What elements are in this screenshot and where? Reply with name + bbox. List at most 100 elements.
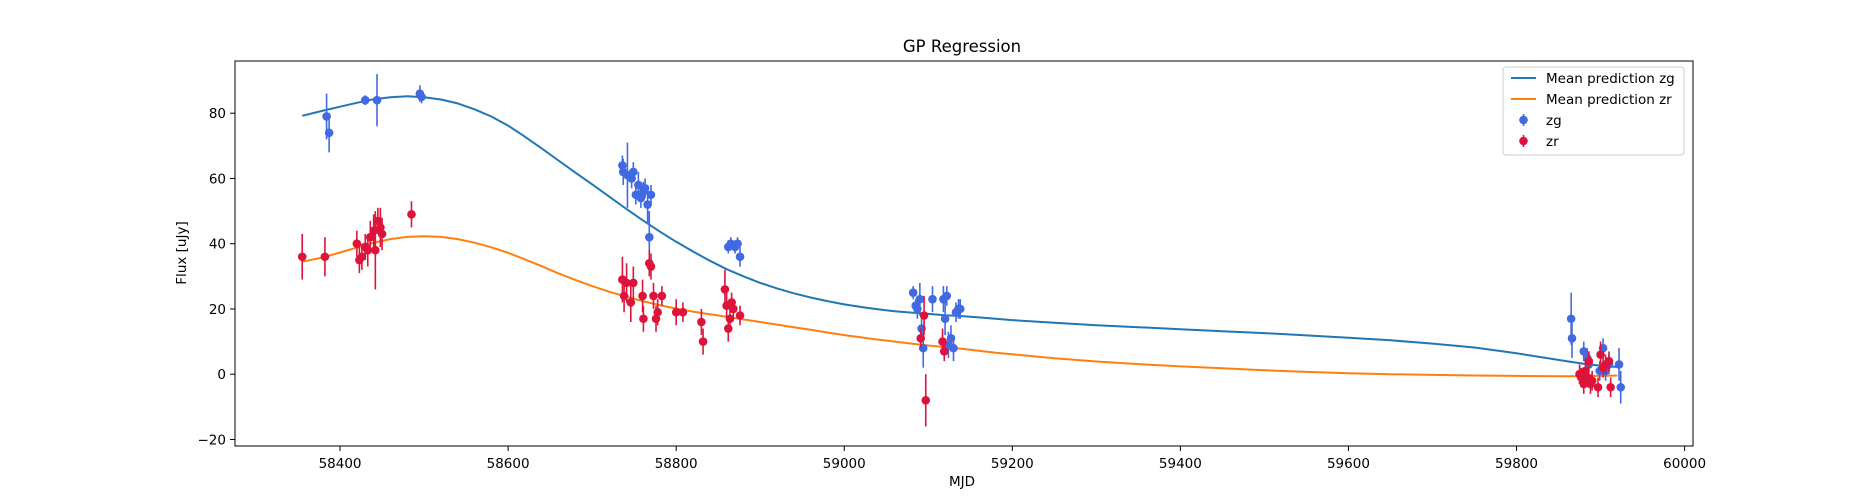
data-point-zr	[671, 299, 681, 326]
data-point-zg	[915, 282, 925, 316]
y-tick-label: 40	[209, 237, 226, 253]
marker	[646, 262, 656, 271]
data-point-zr	[320, 237, 330, 277]
marker	[919, 311, 929, 320]
data-point-zr	[657, 286, 667, 306]
marker	[1614, 360, 1624, 369]
marker	[1616, 382, 1626, 392]
marker	[1606, 382, 1615, 392]
data-point-zr	[377, 217, 387, 251]
data-point-zr	[638, 279, 647, 313]
marker	[1566, 314, 1576, 324]
marker	[1579, 379, 1589, 389]
data-point-zr	[939, 341, 949, 362]
marker	[324, 128, 334, 138]
legend-frame	[1502, 66, 1685, 156]
marker	[371, 245, 380, 255]
marker	[644, 232, 654, 242]
marker	[320, 252, 330, 262]
data-point-zg	[949, 335, 958, 362]
marker	[1593, 382, 1603, 392]
legend-label-zr-points: zr	[1546, 134, 1559, 150]
data-point-zr	[916, 328, 926, 349]
data-point-zg	[955, 299, 965, 319]
plot-area	[297, 74, 1626, 427]
marker	[365, 232, 375, 242]
marker	[698, 337, 708, 346]
marker	[622, 278, 631, 288]
marker	[940, 314, 950, 324]
marker	[671, 307, 681, 317]
y-axis-label: Flux [uJy]	[174, 221, 190, 284]
data-point-zr	[921, 374, 931, 427]
marker	[678, 307, 688, 317]
x-tick-label: 59200	[991, 456, 1034, 472]
x-tick-label: 58600	[487, 456, 530, 472]
data-point-zg	[1567, 318, 1577, 358]
data-point-zr	[626, 282, 636, 323]
data-point-zr	[649, 282, 658, 309]
data-point-zr	[407, 201, 416, 228]
data-point-zg	[324, 113, 334, 153]
x-tick-label: 59000	[823, 456, 866, 472]
data-point-zr	[725, 308, 735, 329]
legend-swatch-zg-points	[1519, 114, 1528, 126]
legend-label-zg-line: Mean prediction zg	[1546, 71, 1675, 87]
mean-prediction-line-zr	[301, 235, 1618, 378]
data-point-zr	[622, 263, 631, 303]
marker	[921, 396, 931, 405]
legend: Mean prediction zg Mean prediction zr zg…	[1502, 66, 1685, 156]
x-axis-ticks: 58400 58600 58800 59000 59200 59400 59600 59800…	[319, 446, 1706, 472]
data-point-zr	[1606, 377, 1615, 398]
data-point-zr	[297, 233, 307, 280]
marker	[352, 239, 362, 249]
data-point-zr	[919, 295, 929, 336]
data-point-zr	[653, 299, 662, 326]
data-point-zr	[698, 328, 708, 355]
legend-swatch-zr-points	[1519, 135, 1528, 147]
data-point-zg	[942, 286, 952, 306]
marker	[638, 291, 647, 301]
data-point-zr	[1587, 370, 1597, 391]
legend-label-zg-points: zg	[1546, 113, 1562, 129]
marker	[735, 252, 745, 262]
x-tick-label: 58400	[319, 456, 362, 472]
data-point-zr	[1596, 341, 1605, 368]
marker	[1584, 356, 1594, 366]
marker	[649, 291, 658, 301]
y-tick-label: 20	[209, 302, 226, 318]
marker	[949, 343, 958, 353]
mean-prediction-line-zg	[301, 95, 1618, 368]
marker	[697, 317, 706, 327]
data-point-zr	[365, 220, 375, 254]
data-point-zg	[908, 286, 918, 300]
x-tick-label: 59800	[1495, 456, 1538, 472]
marker	[908, 288, 918, 297]
marker	[1596, 350, 1605, 359]
data-point-zg	[735, 246, 745, 267]
marker	[928, 294, 937, 304]
legend-label-zr-line: Mean prediction zr	[1546, 92, 1672, 108]
marker	[629, 278, 638, 288]
data-point-zr	[629, 266, 638, 300]
marker	[626, 298, 636, 307]
marker	[377, 229, 387, 239]
marker	[955, 304, 965, 314]
marker	[417, 92, 426, 102]
axes-frame	[234, 60, 1694, 447]
data-point-zr	[1584, 351, 1594, 371]
y-axis-ticks: −20 0 20 40 60 80	[198, 106, 235, 448]
data-point-zr	[697, 308, 706, 336]
marker	[407, 210, 416, 219]
marker	[729, 304, 738, 314]
data-point-zg	[629, 162, 638, 182]
y-tick-label: 60	[209, 171, 226, 187]
data-point-zg	[940, 302, 950, 336]
marker	[735, 311, 745, 320]
marker	[915, 294, 925, 304]
data-point-zg	[372, 74, 382, 127]
marker	[634, 180, 643, 190]
marker	[372, 95, 382, 105]
marker	[1604, 356, 1614, 366]
